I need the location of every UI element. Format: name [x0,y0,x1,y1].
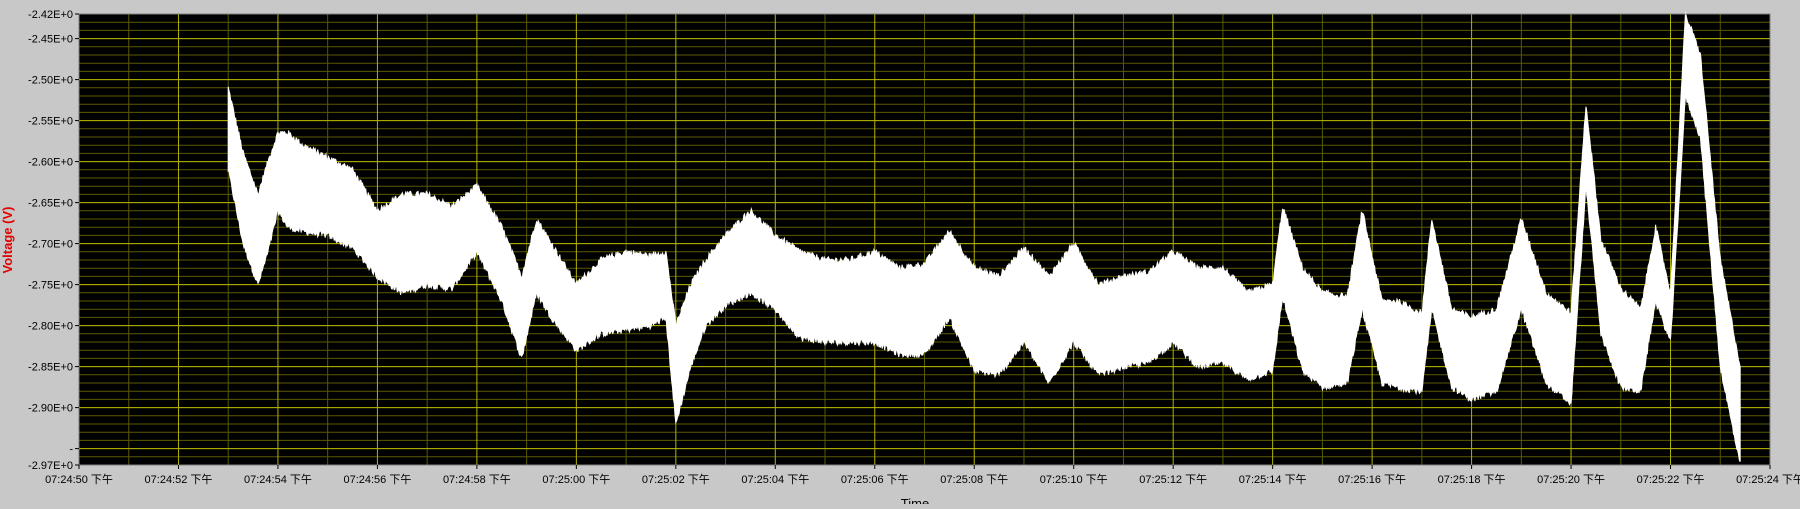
y-axis-label: Voltage (V) [0,207,15,274]
x-axis: 07:24:50 下午 07:24:52 下午 07:24:54 下午 07:24:5… [45,465,1800,486]
y-tick-label: -2.85E+0 [28,362,73,374]
x-tick-label: 07:25:06 下午 [841,473,909,486]
x-axis-label: Time [901,496,929,504]
y-tick-label: -2.80E+0 [28,321,73,333]
x-tick-label: 07:25:22 下午 [1637,473,1705,486]
x-tick-label: 07:25:00 下午 [542,473,610,486]
x-tick-label: 07:24:58 下午 [443,473,511,486]
x-tick-label: 07:24:56 下午 [343,473,411,486]
x-tick-label: 07:24:50 下午 [45,473,113,486]
x-tick-label: 07:25:08 下午 [940,473,1008,486]
y-tick-label: -2.45E+0 [28,34,73,46]
x-tick-label: 07:25:24 下午 [1736,473,1800,486]
y-tick-label: -2.50E+0 [28,75,73,87]
x-tick-label: 07:25:10 下午 [1040,473,1108,486]
x-tick-label: 07:25:14 下午 [1239,473,1307,486]
x-tick-label: 07:24:54 下午 [244,473,312,486]
y-tick-label: -2.55E+0 [28,116,73,128]
y-tick-label: -2.75E+0 [28,280,73,292]
x-tick-label: 07:25:18 下午 [1438,473,1506,486]
x-tick-label: 07:25:12 下午 [1139,473,1207,486]
x-tick-label: 07:25:02 下午 [642,473,710,486]
y-tick-label: -2.65E+0 [28,198,73,210]
x-tick-label: 07:25:04 下午 [741,473,809,486]
x-tick-label: 07:25:20 下午 [1537,473,1605,486]
y-tick-label: -2.97E+0 [28,460,73,472]
y-tick-label: - [69,444,73,456]
x-tick-label: 07:24:52 下午 [145,473,213,486]
y-tick-label: -2.70E+0 [28,239,73,251]
plot-border [78,13,1771,466]
x-tick-label: 07:25:16 下午 [1338,473,1406,486]
y-tick-label: -2.42E+0 [28,9,73,21]
y-tick-label: -2.90E+0 [28,403,73,415]
y-tick-label: -2.60E+0 [28,157,73,169]
series-layer [227,11,1741,463]
y-axis: -2.42E+0 -2.45E+0 -2.50E+0 -2.55E+0 -2.60E+0… [28,9,79,472]
voltage-trace [227,11,1741,463]
